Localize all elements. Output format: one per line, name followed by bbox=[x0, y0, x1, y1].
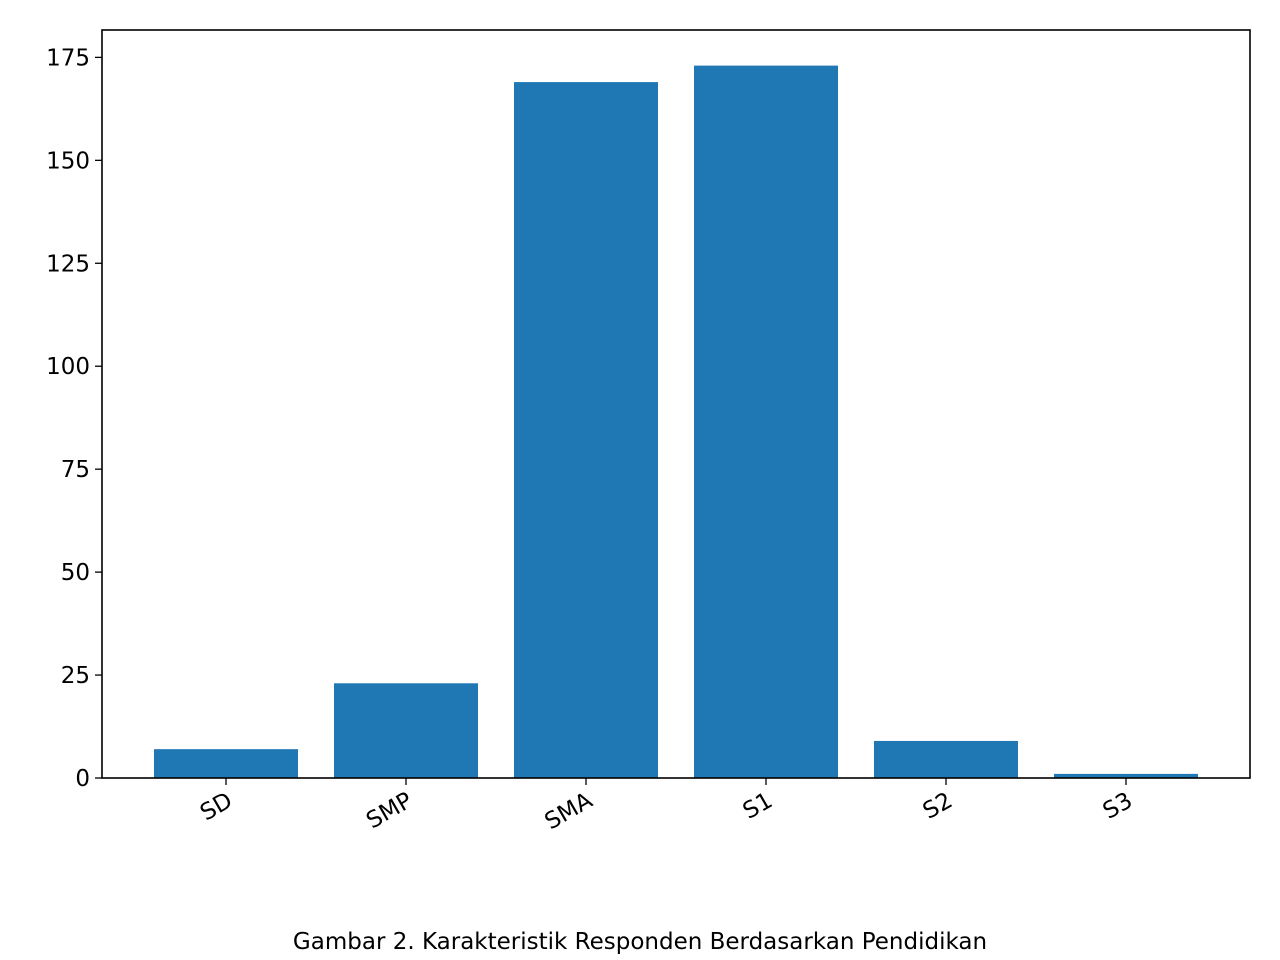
x-tick-label: SD bbox=[196, 788, 237, 827]
y-tick-label: 100 bbox=[46, 354, 90, 380]
x-tick-label: SMA bbox=[541, 787, 598, 835]
bar bbox=[334, 683, 478, 778]
bar bbox=[874, 740, 1018, 778]
plot-frame bbox=[101, 29, 1251, 779]
y-tick-label: 150 bbox=[46, 148, 90, 174]
chart-title: Gambar 2. Karakteristik Responden Berdas… bbox=[293, 929, 987, 955]
bar bbox=[1054, 773, 1198, 778]
y-tick-label: 0 bbox=[75, 766, 90, 792]
x-tick-label: S1 bbox=[739, 788, 777, 825]
y-tick-label: 125 bbox=[46, 251, 90, 277]
bar bbox=[694, 65, 838, 779]
y-tick-label: 175 bbox=[46, 45, 90, 71]
x-tick-label: SMP bbox=[362, 788, 417, 835]
y-tick-label: 25 bbox=[61, 663, 90, 689]
x-tick-label: S2 bbox=[919, 788, 957, 825]
y-tick-label: 50 bbox=[61, 560, 90, 586]
bar bbox=[154, 749, 298, 778]
bar bbox=[514, 82, 658, 779]
x-tick-label: S3 bbox=[1099, 788, 1137, 825]
y-tick-label: 75 bbox=[61, 457, 90, 483]
